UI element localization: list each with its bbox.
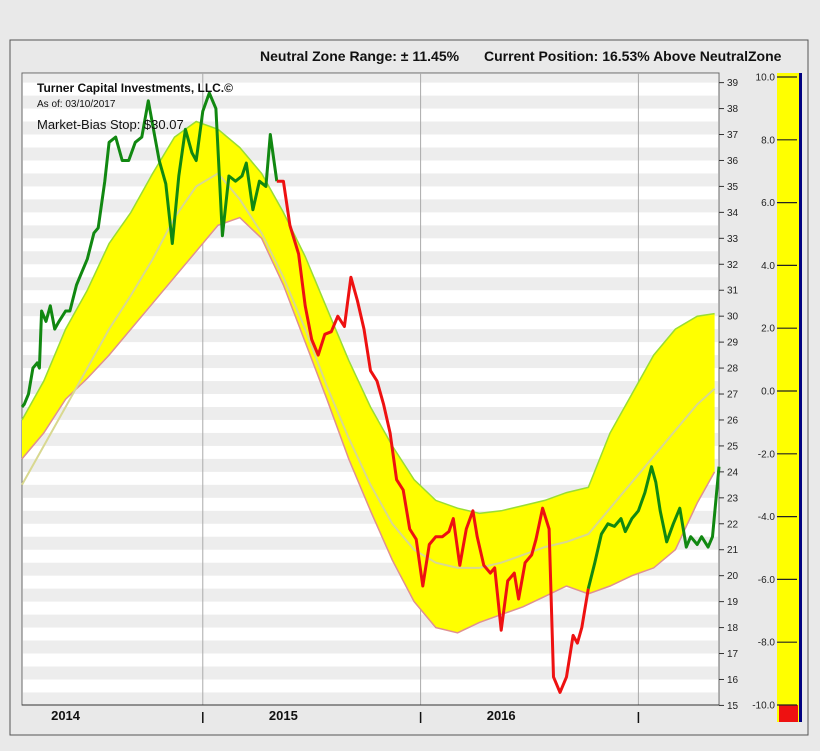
band-lower-edge	[21, 216, 716, 634]
y-tick-label: 32	[727, 260, 739, 271]
y-tick-label: 24	[727, 467, 739, 478]
y-tick-label: 26	[727, 415, 739, 426]
y-tick-label: 22	[727, 519, 739, 530]
y-tick-label: 37	[727, 130, 739, 141]
date-axis: 2014 2015 2016	[22, 704, 719, 723]
y-tick-label: 21	[727, 545, 739, 556]
grid-stripe	[23, 303, 718, 317]
bias-indicator: 10.0 8.0 6.0 4.0 2.0 0.0 -2.0 -4.0 -6.0 -8.0 -10.0	[752, 73, 802, 722]
y-tick-label: 29	[727, 338, 739, 349]
grid-stripe	[23, 277, 718, 291]
band-upper-edge	[21, 120, 715, 515]
band-center-line	[21, 172, 716, 569]
company-name: Turner Capital Investments, LLC.©	[37, 81, 233, 95]
grid-stripe	[23, 381, 718, 395]
y-tick-label: 27	[727, 390, 739, 401]
x-tick-label: 2016	[487, 708, 516, 723]
current-position: Current Position: 16.53% Above NeutralZo…	[484, 48, 782, 64]
as-of-date: As of: 03/10/2017	[37, 99, 116, 110]
indicator-tick-label: 10.0	[756, 73, 776, 84]
grid-stripe	[23, 95, 718, 109]
grid-stripe	[23, 588, 718, 602]
grid-stripe	[23, 614, 718, 628]
y-tick-label: 16	[727, 675, 739, 686]
indicator-tick-label: -2.0	[758, 449, 776, 460]
y-tick-label: 39	[727, 78, 739, 89]
price-line-down	[276, 179, 590, 694]
y-tick-label: 19	[727, 597, 739, 608]
x-tick-label: 2014	[51, 708, 81, 723]
grid-stripe	[23, 147, 718, 161]
indicator-tick-label: 8.0	[761, 135, 775, 146]
grid-stripe	[23, 692, 718, 705]
price-axis: 15 16 17 18 19 20 21 22 23 24 25 26 27 28 29 30 31 32 33 34…	[719, 78, 739, 712]
y-tick-label: 35	[727, 182, 739, 193]
x-tick-label: 2015	[269, 708, 298, 723]
grid-stripe	[23, 173, 718, 187]
indicator-fill	[777, 73, 800, 722]
price-line-up	[586, 465, 721, 589]
y-tick-label: 25	[727, 441, 739, 452]
grid-stripe	[23, 199, 718, 213]
indicator-tick-label: -6.0	[758, 575, 776, 586]
neutral-zone-band	[22, 121, 715, 633]
grid-stripe	[23, 640, 718, 654]
y-tick-label: 15	[727, 701, 739, 712]
y-tick-label: 30	[727, 312, 739, 323]
y-tick-label: 38	[727, 104, 739, 115]
indicator-tick-label: -8.0	[758, 638, 776, 649]
indicator-tick-label: 0.0	[761, 387, 775, 398]
grid-stripe	[23, 329, 718, 343]
y-tick-label: 34	[727, 208, 739, 219]
price-series	[20, 91, 721, 694]
indicator-marker	[779, 705, 798, 722]
indicator-tick-label: 2.0	[761, 324, 775, 335]
grid-stripe	[23, 251, 718, 265]
y-tick-label: 17	[727, 649, 739, 660]
y-tick-label: 20	[727, 571, 739, 582]
y-tick-label: 23	[727, 493, 739, 504]
indicator-ticks: 10.0 8.0 6.0 4.0 2.0 0.0 -2.0 -4.0 -6.0 -8.0 -10.0	[752, 73, 797, 712]
indicator-tick-label: -4.0	[758, 512, 776, 523]
grid-stripe	[23, 74, 718, 83]
indicator-tick-label: -10.0	[752, 701, 775, 712]
indicator-tick-label: 6.0	[761, 198, 775, 209]
y-tick-label: 36	[727, 156, 739, 167]
price-line-up	[20, 91, 279, 408]
y-tick-label: 18	[727, 623, 739, 634]
indicator-tick-label: 4.0	[761, 261, 775, 272]
y-tick-label: 28	[727, 364, 739, 375]
y-tick-label: 33	[727, 234, 739, 245]
market-bias-stop: Market-Bias Stop: $30.07	[37, 117, 184, 132]
neutral-zone-range: Neutral Zone Range: ± 11.45%	[260, 48, 460, 64]
y-tick-label: 31	[727, 286, 739, 297]
grid-stripes	[23, 74, 718, 705]
grid-stripe	[23, 666, 718, 680]
main-plot	[20, 72, 721, 706]
